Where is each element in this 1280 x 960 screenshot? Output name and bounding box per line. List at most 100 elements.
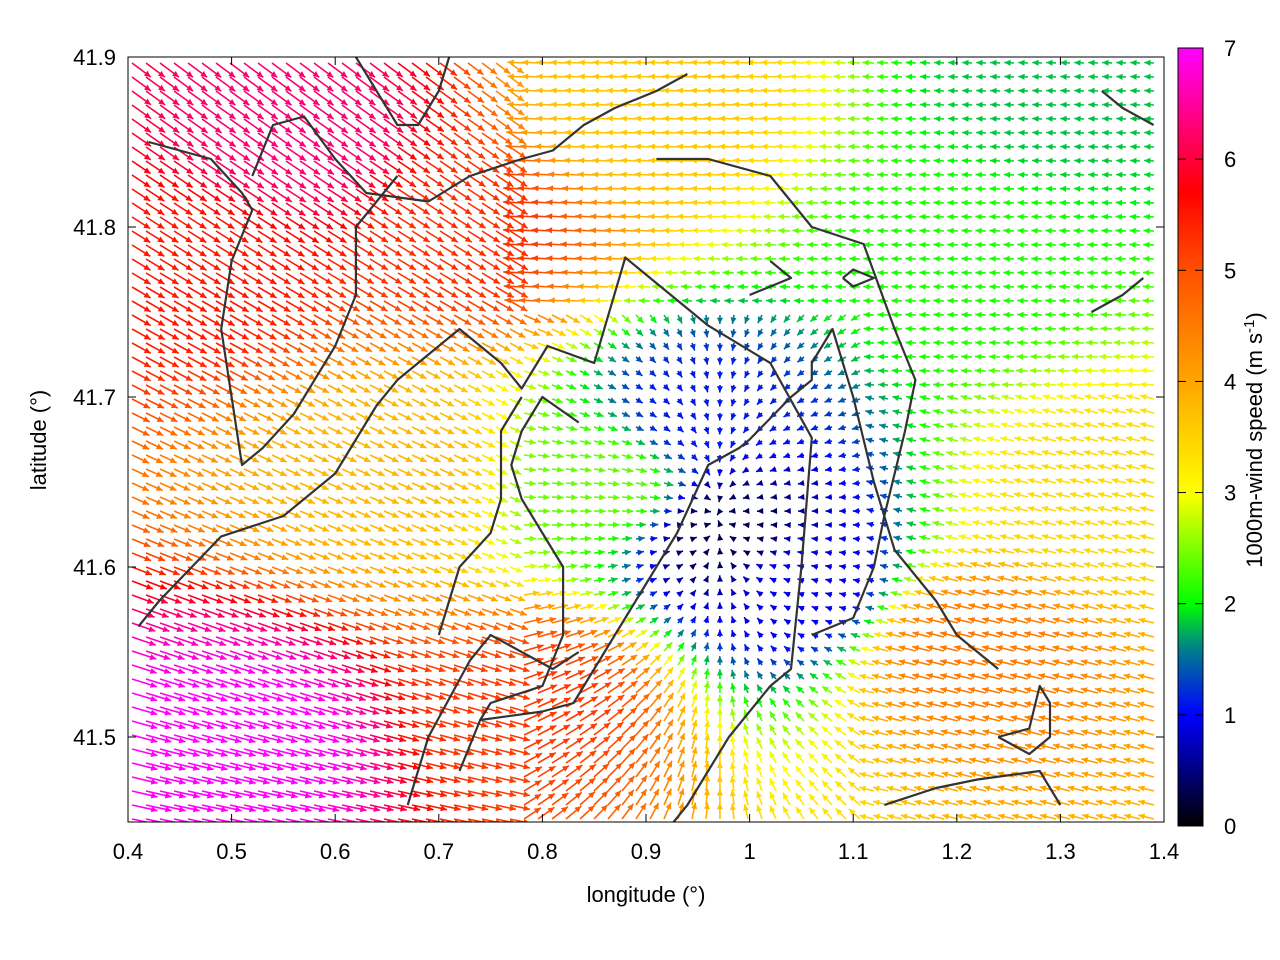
wind-arrow-head <box>422 194 430 201</box>
wind-arrow-head <box>947 143 955 150</box>
wind-arrow-head <box>662 185 669 192</box>
wind-arrow-head <box>1046 101 1053 108</box>
wind-arrow-head <box>1144 59 1151 66</box>
wind-arrow-head <box>171 167 179 174</box>
wind-arrow-head <box>340 209 348 216</box>
wind-arrow-head <box>1032 115 1039 122</box>
wind-arrow-head <box>327 168 334 175</box>
wind-arrow-head <box>961 171 968 178</box>
wind-arrow-head <box>891 101 898 108</box>
wind-arrow-head <box>592 87 599 94</box>
wind-arrow-head <box>214 140 222 147</box>
wind-arrow-head <box>354 126 362 133</box>
wind-arrow-head <box>436 139 444 146</box>
wind-arrow-head <box>450 166 458 173</box>
wind-arrow-head <box>789 87 796 94</box>
wind-arrow-head <box>368 98 376 106</box>
wind-arrow-head <box>876 87 884 94</box>
wind-arrow-head <box>186 140 194 147</box>
wind-arrow-head <box>505 143 512 150</box>
wind-arrow-head <box>818 73 826 80</box>
wind-arrow-head <box>789 129 797 136</box>
wind-arrow-head <box>354 85 362 92</box>
wind-arrow-head <box>1088 101 1095 108</box>
wind-arrow-head <box>464 152 472 159</box>
wind-arrow-head <box>143 70 151 78</box>
wind-arrow-head <box>1130 59 1137 66</box>
wind-arrow-head <box>676 185 683 192</box>
wind-arrow-head <box>436 194 444 201</box>
wind-arrow-head <box>408 208 416 215</box>
wind-arrow-head <box>382 154 390 161</box>
wind-arrow-head <box>394 208 402 215</box>
wind-arrow-head <box>933 157 940 164</box>
wind-arrow-head <box>228 126 236 133</box>
wind-arrow-head <box>550 73 557 80</box>
wind-arrow-head <box>947 185 954 192</box>
wind-arrow-head <box>606 87 613 94</box>
wind-arrow-head <box>833 73 840 80</box>
wind-arrow-head <box>172 70 179 78</box>
wind-arrow-head <box>606 59 613 66</box>
wind-arrow-head <box>1060 115 1067 122</box>
wind-arrow-head <box>326 99 334 106</box>
wind-arrow-head <box>805 157 812 164</box>
wind-arrow-head <box>634 129 641 136</box>
wind-arrow-head <box>241 209 249 216</box>
wind-arrow-head <box>490 81 498 89</box>
wind-arrow-head <box>242 71 250 78</box>
wind-arrow-head <box>242 98 250 106</box>
wind-arrow-head <box>789 73 796 80</box>
wind-arrow-head <box>591 185 598 192</box>
wind-arrow-head <box>368 181 376 188</box>
wind-arrow-head <box>367 195 375 202</box>
wind-arrow-head <box>507 73 514 80</box>
wind-arrow-head <box>1032 73 1039 80</box>
wind-arrow-head <box>464 194 472 201</box>
wind-arrow-head <box>718 59 726 66</box>
wind-arrow-head <box>422 167 430 174</box>
wind-arrow-head <box>409 167 417 174</box>
wind-arrow-head <box>492 194 500 201</box>
wind-arrow-head <box>848 171 856 178</box>
wind-arrow-head <box>989 171 997 178</box>
wind-arrow-head <box>1116 157 1123 164</box>
wind-arrow-head <box>948 73 955 80</box>
wind-arrow-head <box>1088 143 1095 150</box>
wind-arrow-head <box>214 126 222 133</box>
wind-arrow-head <box>256 168 264 175</box>
wind-arrow-head <box>143 181 151 188</box>
wind-arrow-head <box>1102 115 1109 122</box>
wind-arrow-head <box>326 71 334 78</box>
wind-arrow-head <box>256 99 264 106</box>
wind-arrow-head <box>863 185 870 192</box>
wind-arrow-head <box>833 101 840 108</box>
wind-arrow-head <box>947 157 955 164</box>
wind-arrow-head <box>382 84 390 92</box>
wind-arrow-head <box>463 96 471 104</box>
wind-arrow-head <box>1060 87 1067 94</box>
wind-arrow-head <box>171 181 179 188</box>
wind-arrow-head <box>550 115 557 122</box>
wind-arrow-head <box>578 59 585 66</box>
wind-arrow-head <box>298 126 306 133</box>
wind-arrow-head <box>919 129 927 136</box>
wind-arrow-head <box>1032 87 1039 94</box>
wind-arrow-head <box>577 157 585 164</box>
wind-arrow-head <box>368 168 376 175</box>
wind-arrow-head <box>143 153 151 160</box>
wind-arrow-head <box>648 157 655 164</box>
wind-arrow-head <box>1088 87 1095 94</box>
wind-arrow-head <box>517 123 525 130</box>
wind-arrow-head <box>354 168 362 175</box>
wind-arrow-head <box>1046 129 1053 136</box>
wind-arrow-head <box>1130 143 1137 150</box>
wind-arrow-head <box>576 185 583 192</box>
wind-arrow-head <box>396 112 404 119</box>
wind-arrow-head <box>423 112 431 119</box>
wind-arrow-head <box>662 129 669 136</box>
wind-arrow-head <box>1144 143 1151 150</box>
wind-arrow-head <box>606 157 613 164</box>
wind-arrow-head <box>847 101 855 108</box>
wind-arrow-head <box>1102 143 1109 150</box>
